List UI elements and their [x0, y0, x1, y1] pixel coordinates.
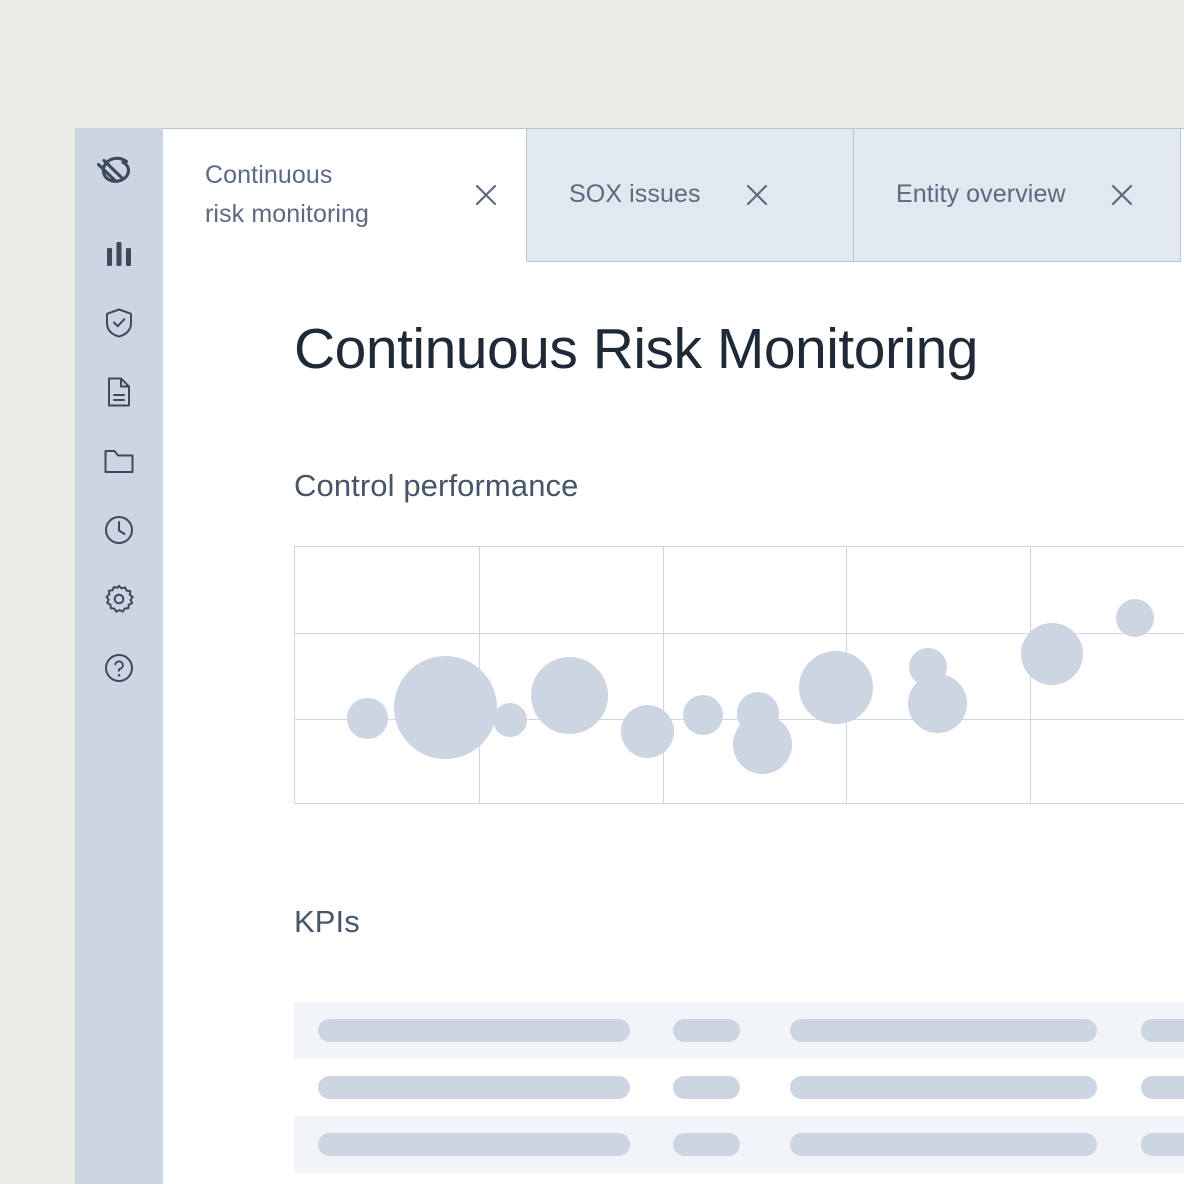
kpi-skeleton-row	[294, 1059, 1184, 1116]
tab-close-icon[interactable]	[472, 181, 500, 209]
chart-bubble[interactable]	[907, 673, 967, 733]
chart-bubble[interactable]	[799, 650, 873, 725]
kpi-skeleton-table	[294, 1001, 1184, 1184]
chart-gridline-horizontal	[295, 632, 1184, 634]
main-pane: Continuous risk monitoring SOX issues En…	[163, 128, 1184, 1184]
section-heading-control-performance: Control performance	[294, 467, 579, 503]
skeleton-placeholder	[673, 1132, 740, 1156]
skeleton-placeholder	[790, 1132, 1097, 1156]
chart-bubble[interactable]	[1115, 598, 1155, 638]
skeleton-placeholder	[673, 1018, 740, 1042]
chart-bubble[interactable]	[531, 656, 609, 735]
bar-chart-icon	[106, 241, 132, 267]
skeleton-placeholder	[318, 1018, 630, 1042]
tab-entity-overview[interactable]: Entity overview	[854, 128, 1181, 262]
clock-icon	[104, 515, 134, 545]
kpi-skeleton-row	[294, 1001, 1184, 1059]
tab-close-icon[interactable]	[743, 181, 771, 209]
page-content: Continuous Risk Monitoring Control perfo…	[163, 262, 1184, 1184]
gear-icon	[104, 584, 134, 614]
chart-bubble[interactable]	[733, 715, 793, 774]
skeleton-placeholder	[790, 1018, 1097, 1042]
sidebar-item-controls[interactable]	[91, 295, 147, 351]
chart-bubble[interactable]	[621, 704, 675, 759]
skeleton-placeholder	[318, 1075, 630, 1099]
sidebar-item-settings[interactable]	[91, 571, 147, 627]
chart-bubble[interactable]	[682, 694, 724, 736]
shield-check-icon	[105, 308, 133, 338]
tab-close-icon[interactable]	[1108, 181, 1136, 209]
sidebar-item-history[interactable]	[91, 502, 147, 558]
section-heading-kpis: KPIs	[294, 903, 360, 939]
skeleton-placeholder	[790, 1075, 1097, 1099]
skeleton-placeholder	[1141, 1018, 1184, 1042]
skeleton-placeholder	[673, 1075, 740, 1099]
skeleton-placeholder	[318, 1132, 630, 1156]
chart-bubble[interactable]	[394, 655, 498, 759]
skeleton-placeholder	[1141, 1075, 1184, 1099]
tab-continuous-risk-monitoring[interactable]: Continuous risk monitoring	[163, 128, 527, 262]
chart-bubble[interactable]	[492, 702, 528, 738]
kpi-skeleton-row	[294, 1115, 1184, 1173]
app-window: Continuous risk monitoring SOX issues En…	[75, 128, 1184, 1184]
chart-bubble[interactable]	[347, 698, 388, 739]
chart-gridline-vertical	[662, 546, 664, 803]
folder-icon	[104, 448, 134, 474]
tab-label: SOX issues	[569, 180, 701, 209]
sidebar-item-help[interactable]	[91, 640, 147, 696]
logo-eye-icon[interactable]	[91, 144, 147, 200]
tab-label: Entity overview	[896, 180, 1066, 209]
control-performance-bubble-chart[interactable]	[294, 545, 1184, 804]
sidebar-item-documents[interactable]	[91, 364, 147, 420]
chart-bubble[interactable]	[1020, 622, 1084, 686]
sidebar-item-analytics[interactable]	[91, 226, 147, 282]
tab-sox-issues[interactable]: SOX issues	[527, 128, 854, 262]
document-icon	[106, 377, 132, 407]
sidebar-item-folders[interactable]	[91, 433, 147, 489]
sidebar	[75, 128, 163, 1184]
kpi-skeleton-row	[294, 1173, 1184, 1184]
tab-label: Continuous risk monitoring	[205, 160, 370, 228]
page-title: Continuous Risk Monitoring	[294, 317, 979, 381]
help-circle-icon	[104, 653, 134, 683]
tab-bar: Continuous risk monitoring SOX issues En…	[163, 128, 1184, 262]
skeleton-placeholder	[1141, 1132, 1184, 1156]
